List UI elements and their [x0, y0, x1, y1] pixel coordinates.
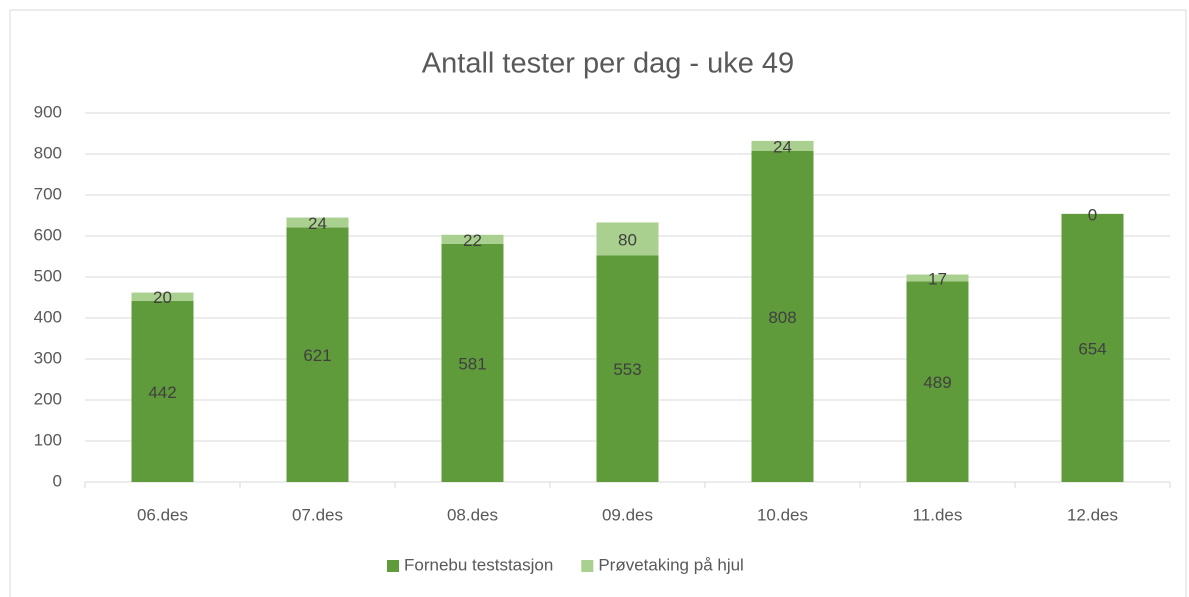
data-label: 24 [308, 214, 327, 233]
data-label: 22 [463, 231, 482, 250]
data-label: 17 [928, 270, 947, 289]
bar-segment [596, 255, 659, 482]
bar-segment [751, 140, 814, 151]
data-label: 0 [1088, 205, 1097, 224]
legend-swatch [581, 560, 594, 572]
y-tick-label: 400 [34, 307, 62, 326]
data-label: 24 [773, 137, 792, 156]
bar-segment [131, 300, 194, 482]
data-label: 489 [923, 373, 951, 392]
data-label: 20 [153, 288, 172, 307]
x-tick-label: 06.des [137, 505, 188, 524]
bar-segment [1061, 213, 1124, 483]
x-tick-label: 09.des [602, 505, 653, 524]
data-label: 80 [618, 230, 637, 249]
legend-swatch [387, 560, 399, 572]
data-label: 654 [1078, 339, 1106, 358]
y-tick-label: 300 [34, 348, 62, 367]
x-tick-label: 11.des [913, 505, 963, 524]
bar-segment [751, 150, 814, 482]
bar-segment [596, 222, 659, 256]
y-tick-label: 700 [34, 184, 62, 203]
y-tick-label: 500 [34, 266, 62, 285]
bar-segment [286, 227, 349, 482]
x-tick-label: 10.des [757, 505, 808, 524]
y-tick-label: 200 [34, 389, 62, 408]
bar-segment [131, 292, 194, 301]
data-label: 553 [613, 360, 641, 379]
chart-title: Antall tester per dag - uke 49 [422, 48, 794, 80]
bar-segment [441, 234, 504, 244]
bar-segment [286, 217, 349, 228]
data-label: 808 [768, 308, 796, 327]
y-tick-label: 900 [34, 102, 62, 121]
legend-label: Fornebu teststasjon [404, 555, 553, 574]
bar-segment [906, 281, 969, 482]
legend-label: Prøvetaking på hjul [598, 555, 744, 574]
y-tick-label: 600 [34, 225, 62, 244]
bar-segment [441, 243, 504, 482]
bar-segment [906, 274, 969, 282]
x-tick-label: 08.des [447, 505, 498, 524]
data-label: 621 [303, 346, 331, 365]
y-tick-label: 100 [34, 430, 62, 449]
y-tick-label: 800 [34, 143, 62, 162]
data-label: 442 [148, 383, 176, 402]
x-tick-label: 07.des [292, 505, 343, 524]
data-label: 581 [458, 354, 486, 373]
y-tick-label: 0 [53, 471, 62, 490]
x-tick-label: 12.des [1067, 505, 1118, 524]
